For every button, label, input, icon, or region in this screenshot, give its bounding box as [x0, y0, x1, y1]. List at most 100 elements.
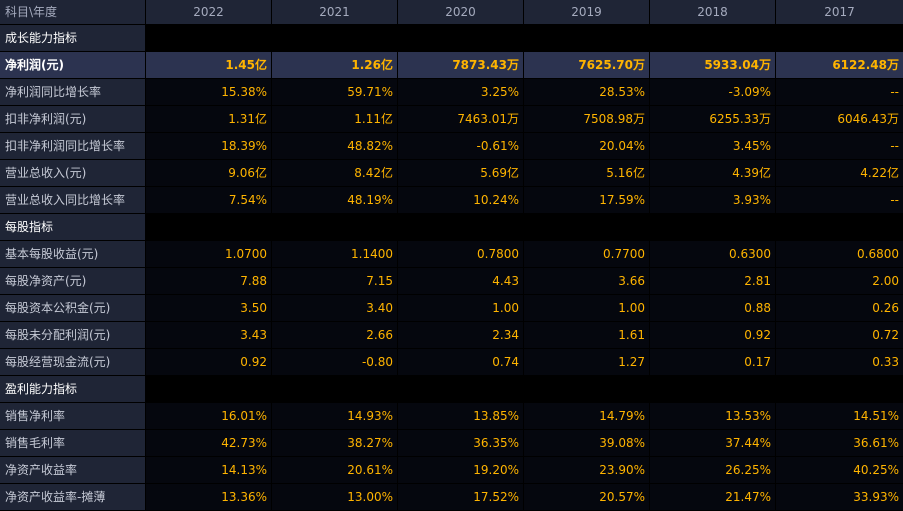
section-title: 盈利能力指标 [0, 376, 145, 402]
value-cell: 1.11亿 [272, 106, 397, 132]
empty-cell [650, 25, 775, 51]
value-cell: 2.81 [650, 268, 775, 294]
value-cell: 4.22亿 [776, 160, 903, 186]
row-label: 销售净利率 [0, 403, 145, 429]
value-cell: 3.93% [650, 187, 775, 213]
row-label: 扣非净利润(元) [0, 106, 145, 132]
value-cell: 36.61% [776, 430, 903, 456]
row-label: 销售毛利率 [0, 430, 145, 456]
value-cell: -0.80 [272, 349, 397, 375]
value-cell: 15.38% [146, 79, 271, 105]
value-cell: -3.09% [650, 79, 775, 105]
value-cell: 59.71% [272, 79, 397, 105]
year-header[interactable]: 2018 [650, 0, 775, 24]
table-row: 销售毛利率 42.73% 38.27% 36.35% 39.08% 37.44% 36.61… [0, 430, 903, 456]
table-row: 扣非净利润(元) 1.31亿 1.11亿 7463.01万 7508.98万 6255.3… [0, 106, 903, 132]
value-cell: 7625.70万 [524, 52, 649, 78]
year-header[interactable]: 2022 [146, 0, 271, 24]
value-cell: 17.52% [398, 484, 523, 510]
year-header[interactable]: 2019 [524, 0, 649, 24]
section-title: 成长能力指标 [0, 25, 145, 51]
value-cell: 18.39% [146, 133, 271, 159]
value-cell: 5933.04万 [650, 52, 775, 78]
value-cell: 7.88 [146, 268, 271, 294]
row-label: 净利润(元) [0, 52, 145, 78]
year-header[interactable]: 2020 [398, 0, 523, 24]
value-cell: 21.47% [650, 484, 775, 510]
table-row: 扣非净利润同比增长率 18.39% 48.82% -0.61% 20.04% 3.45% -… [0, 133, 903, 159]
value-cell: 1.00 [398, 295, 523, 321]
value-cell: 13.85% [398, 403, 523, 429]
value-cell: 3.40 [272, 295, 397, 321]
value-cell: 14.13% [146, 457, 271, 483]
value-cell: 33.93% [776, 484, 903, 510]
row-label: 每股经营现金流(元) [0, 349, 145, 375]
empty-cell [146, 376, 271, 402]
table-row: 净利润同比增长率 15.38% 59.71% 3.25% 28.53% -3.09% -- [0, 79, 903, 105]
value-cell: 2.00 [776, 268, 903, 294]
value-cell: 0.6800 [776, 241, 903, 267]
empty-cell [146, 25, 271, 51]
table-row: 净利润(元) 1.45亿 1.26亿 7873.43万 7625.70万 5933.04万… [0, 52, 903, 78]
row-label: 净资产收益率 [0, 457, 145, 483]
row-label: 净资产收益率-摊薄 [0, 484, 145, 510]
row-label: 扣非净利润同比增长率 [0, 133, 145, 159]
value-cell: 5.69亿 [398, 160, 523, 186]
year-header[interactable]: 2021 [272, 0, 397, 24]
empty-cell [272, 376, 397, 402]
value-cell: 20.61% [272, 457, 397, 483]
value-cell: 1.00 [524, 295, 649, 321]
value-cell: 20.57% [524, 484, 649, 510]
table-row: 销售净利率 16.01% 14.93% 13.85% 14.79% 13.53% 14.51… [0, 403, 903, 429]
value-cell: 4.43 [398, 268, 523, 294]
value-cell: 0.33 [776, 349, 903, 375]
table-row: 每股未分配利润(元) 3.43 2.66 2.34 1.61 0.92 0.72 [0, 322, 903, 348]
table-row: 每股经营现金流(元) 0.92 -0.80 0.74 1.27 0.17 0.33 [0, 349, 903, 375]
value-cell: 7.15 [272, 268, 397, 294]
empty-cell [272, 214, 397, 240]
value-cell: 1.31亿 [146, 106, 271, 132]
value-cell: 48.82% [272, 133, 397, 159]
value-cell: 6255.33万 [650, 106, 775, 132]
value-cell: 4.39亿 [650, 160, 775, 186]
row-label: 基本每股收益(元) [0, 241, 145, 267]
table-row: 净资产收益率 14.13% 20.61% 19.20% 23.90% 26.25% 40.2… [0, 457, 903, 483]
value-cell: 48.19% [272, 187, 397, 213]
year-header[interactable]: 2017 [776, 0, 903, 24]
table-row: 每股净资产(元) 7.88 7.15 4.43 3.66 2.81 2.00 [0, 268, 903, 294]
empty-cell [650, 214, 775, 240]
header-row: 科目\年度 2022 2021 2020 2019 2018 2017 [0, 0, 903, 24]
value-cell: 20.04% [524, 133, 649, 159]
value-cell: 40.25% [776, 457, 903, 483]
table-row: 基本每股收益(元) 1.0700 1.1400 0.7800 0.7700 0.6300 0… [0, 241, 903, 267]
value-cell: 0.7700 [524, 241, 649, 267]
value-cell: 26.25% [650, 457, 775, 483]
value-cell: 1.1400 [272, 241, 397, 267]
value-cell: 38.27% [272, 430, 397, 456]
value-cell: 13.36% [146, 484, 271, 510]
value-cell: 7873.43万 [398, 52, 523, 78]
empty-cell [776, 376, 903, 402]
value-cell: 3.50 [146, 295, 271, 321]
value-cell: -- [776, 187, 903, 213]
value-cell: 0.92 [650, 322, 775, 348]
table-row: 营业总收入(元) 9.06亿 8.42亿 5.69亿 5.16亿 4.39亿 4.22亿 [0, 160, 903, 186]
row-label: 净利润同比增长率 [0, 79, 145, 105]
empty-cell [776, 25, 903, 51]
value-cell: 23.90% [524, 457, 649, 483]
table-row: 营业总收入同比增长率 7.54% 48.19% 10.24% 17.59% 3.93% -- [0, 187, 903, 213]
section-title: 每股指标 [0, 214, 145, 240]
value-cell: 3.25% [398, 79, 523, 105]
value-cell: 14.51% [776, 403, 903, 429]
value-cell: 0.7800 [398, 241, 523, 267]
value-cell: 10.24% [398, 187, 523, 213]
value-cell: 6046.43万 [776, 106, 903, 132]
empty-cell [524, 25, 649, 51]
empty-cell [272, 25, 397, 51]
header-label: 科目\年度 [0, 0, 145, 24]
value-cell: 5.16亿 [524, 160, 649, 186]
empty-cell [398, 25, 523, 51]
value-cell: 1.45亿 [146, 52, 271, 78]
value-cell: 3.43 [146, 322, 271, 348]
value-cell: 13.00% [272, 484, 397, 510]
